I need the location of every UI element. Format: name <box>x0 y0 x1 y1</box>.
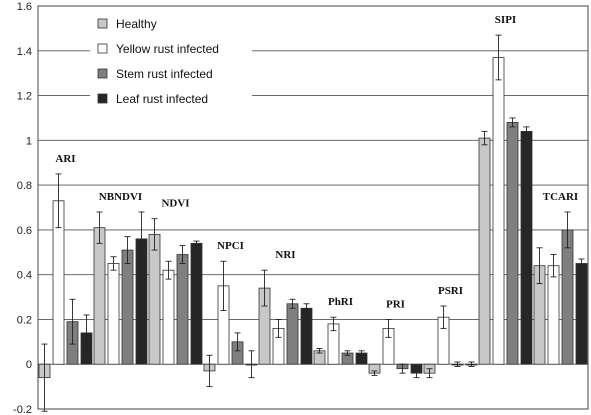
y-tick-label: 1.4 <box>17 46 32 58</box>
bar <box>506 122 519 365</box>
bar <box>93 227 106 365</box>
y-tick-label: 0 <box>26 359 32 371</box>
y-tick-label: 0.2 <box>17 314 32 326</box>
y-tick-label: 0.6 <box>17 225 32 237</box>
bar <box>300 307 313 365</box>
category-label: SIPI <box>495 14 516 26</box>
axes: -0.2 0 0.2 0.4 0.6 0.8 1 1.2 1.4 1.6 <box>13 1 589 415</box>
plot-frame <box>37 5 589 410</box>
bar <box>575 263 588 365</box>
category-labels: ARI NBNDVI NDVI NPCI NRI PhRI PRI PSRI SIPI TCARI <box>55 14 578 310</box>
category-label: NPCI <box>217 240 244 252</box>
y-tick-label: 1 <box>26 135 32 147</box>
bar <box>190 242 203 365</box>
bar <box>176 254 189 365</box>
legend-box <box>90 12 252 116</box>
bar <box>286 303 299 365</box>
y-tick-label: -0.2 <box>13 404 32 415</box>
bar <box>520 130 533 365</box>
category-label: PSRI <box>438 285 463 297</box>
legend-swatch <box>97 43 108 54</box>
bar <box>107 263 120 365</box>
legend-swatch <box>97 93 108 104</box>
legend-label: Healthy <box>116 17 157 31</box>
category-label: NDVI <box>161 198 189 210</box>
bars <box>38 34 588 412</box>
category-label: NBNDVI <box>99 191 142 203</box>
legend-label: Yellow rust infected <box>116 42 219 56</box>
category-label: PRI <box>386 298 405 310</box>
legend-swatch <box>97 18 108 29</box>
bar <box>547 265 560 365</box>
y-tick-label: 1.2 <box>17 91 32 103</box>
legend-label: Leaf rust infected <box>116 92 208 106</box>
category-label: NRI <box>275 249 295 261</box>
y-tick-label: 1.6 <box>17 1 32 13</box>
legend: Healthy Yellow rust infected Stem rust inf… <box>90 12 252 116</box>
bar <box>478 137 491 365</box>
category-label: ARI <box>55 153 75 165</box>
y-tick-label: 0.8 <box>17 180 32 192</box>
legend-label: Stem rust infected <box>116 67 213 81</box>
bar <box>148 233 161 365</box>
category-label: PhRI <box>328 296 353 308</box>
bar <box>561 229 574 365</box>
y-tick-label: 0.4 <box>17 270 32 282</box>
bar <box>162 269 175 365</box>
category-label: TCARI <box>543 191 578 203</box>
legend-swatch <box>97 68 108 79</box>
bar <box>492 57 505 365</box>
bar <box>121 249 134 365</box>
